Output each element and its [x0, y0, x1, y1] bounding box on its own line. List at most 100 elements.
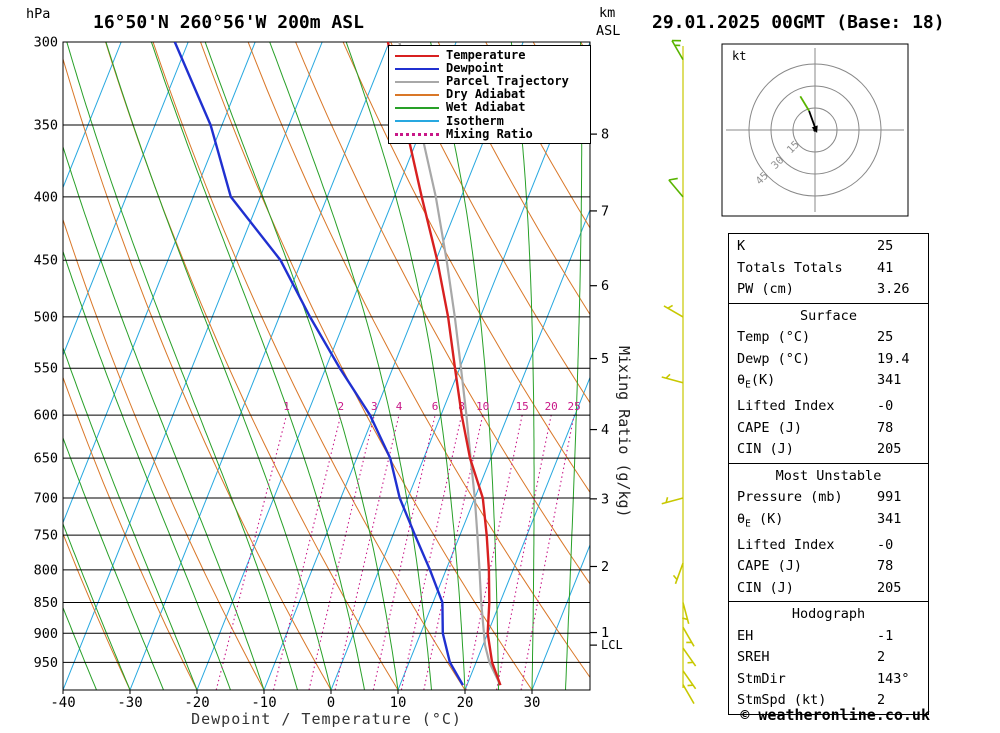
axis-tick-labels: 3003504004505005506006507007508008509009…	[34, 35, 541, 712]
km-asl-axis: 1 2 3 4 5 6 7 8 LCL	[590, 127, 623, 652]
legend-item-label: Isotherm	[446, 113, 504, 128]
pressure-tick-label: 400	[34, 189, 58, 205]
pressure-tick-label: 450	[34, 253, 58, 269]
legend-item-label: Dry Adiabat	[446, 87, 526, 102]
table-row-value: 143°	[877, 670, 910, 687]
table-row-label: PW (cm)	[737, 281, 794, 297]
table-row-value: -0	[877, 536, 894, 553]
wind-barb	[661, 373, 684, 384]
mixing-ratio-label: 4	[396, 400, 403, 413]
datetime-title: 29.01.2025 00GMT (Base: 18)	[652, 12, 945, 33]
table-row-value: 25	[877, 238, 894, 254]
table-row-value: 41	[877, 259, 894, 276]
table-row-label: θE (K)	[737, 510, 784, 530]
table-row-value: 2	[877, 649, 886, 666]
temperature-tick-label: -30	[117, 695, 142, 711]
hodograph-ring	[792, 107, 838, 153]
table-row-label: CAPE (J)	[737, 419, 803, 436]
km-tick-label: 7	[601, 203, 609, 219]
dewpoint-curve	[173, 42, 464, 686]
temperature-tick-label: -10	[251, 695, 276, 711]
table-row: Totals Totals 41	[729, 258, 928, 280]
pressure-tick-label: 500	[34, 309, 58, 325]
pressure-tick-label: 850	[34, 595, 58, 611]
km-tick-label: 1	[601, 625, 609, 641]
table-row-label: CIN (J)	[737, 579, 794, 596]
table-row: EH -1	[729, 626, 928, 648]
pressure-tick-label: 800	[34, 562, 58, 578]
table-row-label: EH	[737, 627, 754, 644]
table-row-value: 19.4	[877, 350, 910, 367]
temperature-tick-label: -40	[50, 695, 75, 711]
pressure-tick-label: 300	[34, 35, 58, 51]
mixing-ratio-label: 6	[432, 400, 439, 413]
wind-barb	[672, 562, 684, 585]
legend-item-label: Parcel Trajectory	[446, 74, 569, 89]
km-axis-unit-line1: km	[599, 5, 616, 21]
copyright-text: © weatheronline.co.uk	[740, 706, 930, 724]
sounding-curves	[173, 42, 502, 686]
table-row-value: 78	[877, 419, 894, 436]
legend: Temperature Dewpoint Parcel Trajectory Dry …	[388, 45, 591, 144]
table-row: θE (K) 341	[729, 509, 928, 535]
table-row-label: Pressure (mb)	[737, 489, 843, 506]
legend-item-label: Mixing Ratio	[446, 126, 533, 141]
table-section: K 25 Totals Totals 41 PW (cm) 3.26	[728, 233, 929, 304]
legend-item-label: Dewpoint	[446, 61, 504, 76]
temperature-tick-label: 0	[327, 695, 335, 711]
table-section-title: Hodograph	[791, 606, 866, 623]
legend-item-label: Temperature	[446, 48, 526, 63]
x-axis-label: Dewpoint / Temperature (°C)	[191, 710, 462, 728]
wind-barb	[663, 304, 684, 318]
legend-item: Isotherm	[395, 114, 586, 127]
legend-item: Temperature	[395, 49, 586, 62]
table-row: K 25	[729, 236, 928, 258]
km-tick-label: 3	[601, 491, 609, 507]
table-row: Dewp (°C) 19.4	[729, 349, 928, 371]
table-row: CAPE (J) 78	[729, 556, 928, 578]
hodograph-ring	[770, 85, 860, 175]
legend-item: Wet Adiabat	[395, 101, 586, 114]
wind-barb	[682, 670, 697, 690]
table-row-label: SREH	[737, 649, 770, 666]
isotherm-lines	[63, 42, 590, 690]
table-section: Most Unstable Pressure (mb) 991 θE (K) 341 Li…	[728, 462, 929, 603]
mixing-ratio-label: 20	[545, 400, 558, 413]
wind-barb	[671, 39, 684, 61]
wind-barb	[682, 626, 695, 647]
table-row-value: 341	[877, 510, 902, 527]
mixing-ratio-axis-label: Mixing Ratio (g/kg)	[615, 346, 633, 518]
hodograph-unit-label: kt	[732, 49, 746, 63]
legend-line-sample	[395, 54, 439, 57]
wind-barb	[682, 684, 695, 705]
hodograph-trace	[808, 110, 817, 130]
table-row: CIN (J) 205	[729, 439, 928, 461]
pressure-axis-unit: hPa	[26, 6, 51, 22]
mixing-ratio-label: 1	[283, 400, 290, 413]
table-row-label: θE(K)	[737, 372, 776, 391]
pressure-tick-label: 600	[34, 408, 58, 424]
wind-barb	[682, 647, 697, 667]
mixing-ratio-label: 2	[337, 400, 344, 413]
temperature-curve	[386, 42, 502, 686]
pressure-tick-label: 650	[34, 451, 58, 467]
hodograph-ring	[748, 63, 882, 197]
km-tick-label: 2	[601, 559, 609, 575]
pressure-tick-label: 700	[34, 491, 58, 507]
wind-barb	[661, 497, 684, 505]
pressure-tick-label: 900	[34, 626, 58, 642]
mixing-ratio-label: 25	[567, 400, 580, 413]
table-row-value: 78	[877, 558, 894, 575]
table-row-label: K	[737, 238, 746, 254]
temperature-tick-label: 10	[390, 695, 407, 711]
legend-item: Dewpoint	[395, 62, 586, 75]
table-row: StmDir 143°	[729, 669, 928, 691]
station-title: 16°50'N 260°56'W 200m ASL	[93, 12, 364, 33]
table-row-value: 2	[877, 692, 886, 709]
table-row-label: Temp (°C)	[737, 329, 811, 345]
table-row: Lifted Index -0	[729, 535, 928, 557]
temperature-tick-label: 20	[457, 695, 474, 711]
table-row-label: Totals Totals	[737, 259, 843, 276]
legend-line-sample	[395, 132, 439, 136]
